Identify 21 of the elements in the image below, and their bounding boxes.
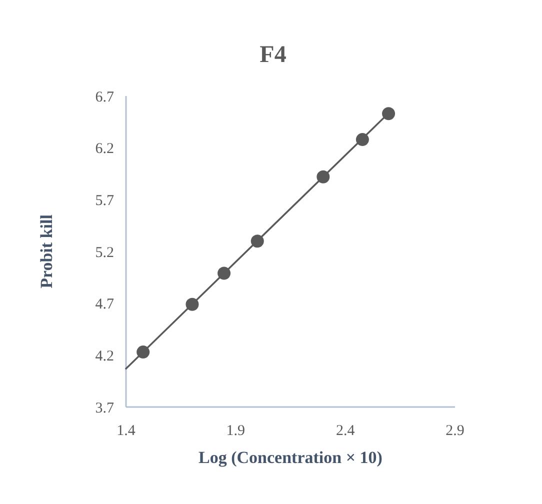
chart-title: F4	[260, 42, 286, 68]
y-tick-label: 5.7	[95, 192, 114, 209]
x-axis-title: Log (Concentration × 10)	[198, 448, 382, 467]
point	[316, 170, 330, 184]
point	[356, 133, 369, 146]
x-tick-label: 1.9	[226, 423, 246, 439]
x-tick-label: 1.4	[116, 423, 136, 439]
x-tick-label: 2.4	[336, 423, 356, 439]
x-tick-label: 2.9	[446, 423, 464, 439]
y-tick-label: 4.7	[95, 296, 114, 313]
y-tick-label: 5.2	[95, 244, 114, 261]
point	[136, 346, 150, 359]
y-tick-label: 6.2	[95, 141, 114, 158]
point	[186, 298, 199, 311]
y-tick-label: 6.7	[95, 89, 114, 106]
point	[250, 234, 264, 248]
y-axis-title: Probit kill	[37, 214, 56, 288]
point	[382, 107, 396, 120]
y-tick-label: 4.2	[95, 348, 114, 364]
y-tick-label: 3.7	[95, 400, 114, 416]
point	[218, 266, 231, 280]
